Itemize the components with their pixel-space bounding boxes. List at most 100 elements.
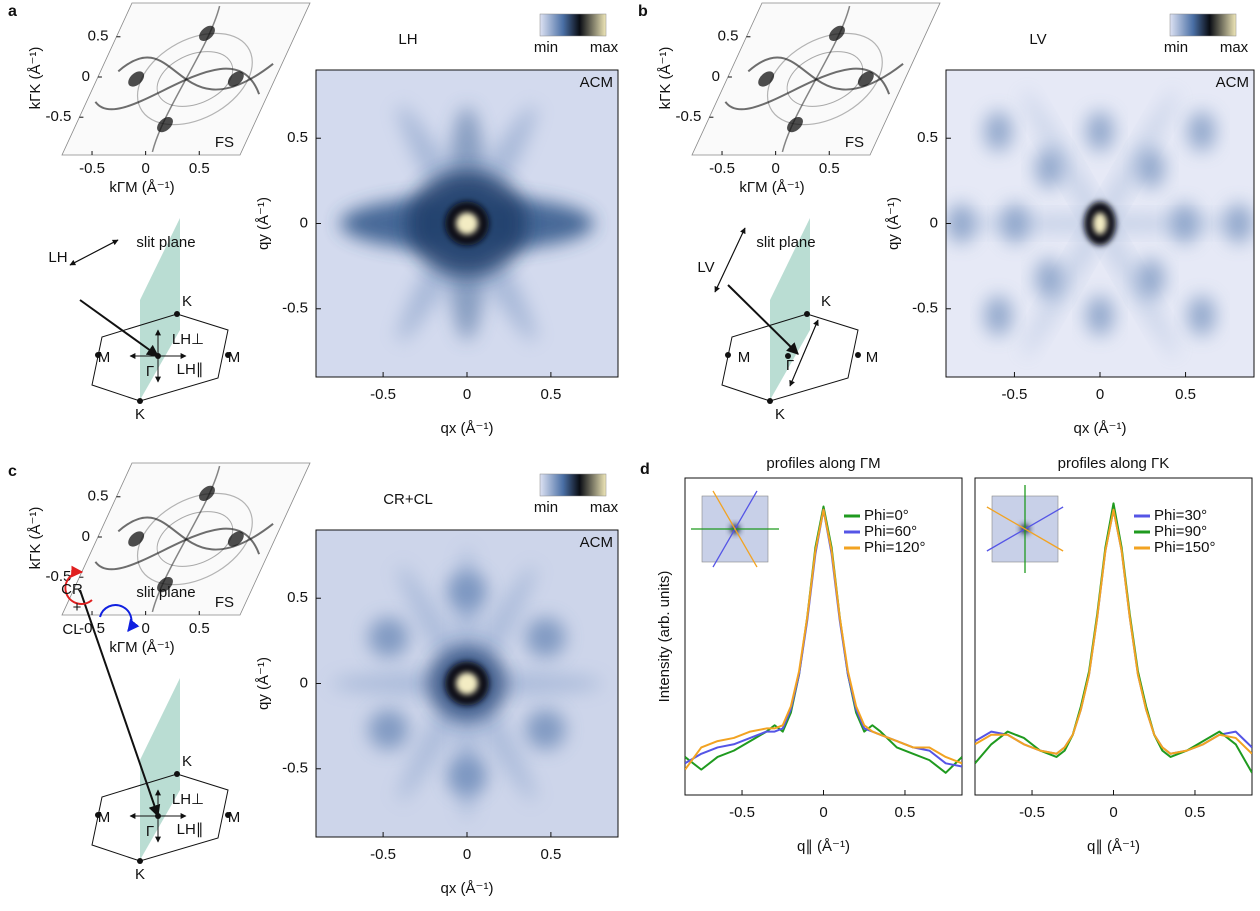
colorbar-label: max (1220, 39, 1249, 56)
diagram-label: LH (48, 249, 67, 266)
diagram-label: CR (61, 581, 83, 598)
colorbar-label: min (1164, 39, 1188, 56)
x-tick-label: -0.5 (370, 386, 396, 403)
fs-x-tick-label: 0 (141, 620, 149, 637)
fs-pocket (128, 531, 145, 547)
legend-label: Phi=150° (1154, 539, 1215, 556)
fs-contour (751, 33, 900, 124)
fs-x-label: kΓM (Å⁻¹) (109, 639, 174, 656)
y-tick-label: -0.5 (282, 760, 308, 777)
panel-letter: d (640, 461, 650, 478)
inset-cut (712, 490, 758, 568)
x-tick-label: 0.5 (540, 846, 561, 863)
x-tick-label: 0 (1096, 386, 1104, 403)
colorbar-label: max (590, 499, 619, 516)
x-tick-label: -0.5 (729, 804, 755, 821)
fs-pocket (128, 71, 145, 87)
fs-pocket (227, 71, 244, 87)
y-tick-label: 0 (300, 674, 308, 691)
series-line (685, 505, 962, 774)
x-tick-label: 0 (1109, 804, 1117, 821)
diagram-point (174, 771, 180, 777)
fs-y-tick-label: -0.5 (46, 108, 72, 125)
diagram-label: Γ (146, 363, 154, 380)
fs-x-tick-label: 0.5 (189, 160, 210, 177)
diagram-label: + (73, 599, 82, 616)
y-tick-label: 0.5 (287, 589, 308, 606)
fs-y-label: kΓK (Å⁻¹) (27, 507, 44, 570)
fs-contour (110, 517, 276, 549)
fs-y-tick-label: -0.5 (46, 568, 72, 585)
fs-contour (92, 69, 271, 110)
diagram-point (174, 311, 180, 317)
legend-label: Phi=60° (864, 523, 917, 540)
x-axis-label: qx (Å⁻¹) (1074, 420, 1127, 437)
acm-feature (368, 709, 409, 750)
fs-contour (110, 57, 276, 89)
fs-pocket (157, 116, 173, 133)
fs-contour (150, 466, 222, 612)
y-tick-label: 0 (300, 214, 308, 231)
chart-title: LH (398, 31, 417, 48)
x-tick-label: 0.5 (895, 804, 916, 821)
acm-feature (1086, 295, 1114, 336)
legend-label: Phi=120° (864, 539, 925, 556)
y-axis-label: qy (Å⁻¹) (885, 197, 902, 250)
x-axis-label: q∥ (Å⁻¹) (797, 838, 850, 855)
fs-image (72, 466, 299, 612)
x-axis-label: q∥ (Å⁻¹) (1087, 838, 1140, 855)
x-tick-label: 0 (463, 386, 471, 403)
diagram-label: slit plane (756, 234, 815, 251)
diagram-point (95, 352, 101, 358)
fs-contour (121, 493, 270, 584)
diagram-line (69, 239, 119, 266)
fs-pocket (758, 71, 775, 87)
diagram-label: K (182, 753, 192, 770)
diagram-line (714, 227, 746, 293)
fs-pocket (857, 71, 874, 87)
inset-cut (986, 506, 1064, 552)
x-tick-label: 0 (463, 846, 471, 863)
fs-corner-label: FS (845, 134, 864, 151)
diagram-label: LH∥ (177, 821, 204, 838)
colorbar-label: min (534, 39, 558, 56)
colorbar (539, 13, 607, 37)
chart-title: profiles along ΓM (766, 455, 880, 472)
fs-x-tick-label: 0 (771, 160, 779, 177)
fs-pocket (199, 25, 215, 41)
x-axis-label: qx (Å⁻¹) (441, 880, 494, 897)
acm-feature (525, 617, 566, 658)
diagram-label: LH⊥ (172, 791, 204, 808)
fs-y-label: kΓK (Å⁻¹) (657, 47, 674, 110)
fs-y-tick-label: 0.5 (88, 28, 109, 45)
diagram-point (225, 352, 231, 358)
diagram-line (79, 299, 159, 357)
diagram-label: LV (697, 259, 714, 276)
acm-feature (1086, 111, 1114, 152)
diagram-label: M (738, 349, 751, 366)
diagram-label: CL (62, 621, 81, 638)
series-line (975, 508, 1252, 755)
diagram-label: LH⊥ (172, 331, 204, 348)
fs-pocket (227, 531, 244, 547)
fs-x-label: kΓM (Å⁻¹) (739, 179, 804, 196)
diagram-label: slit plane (136, 234, 195, 251)
fs-y-tick-label: -0.5 (676, 108, 702, 125)
fs-x-tick-label: -0.5 (709, 160, 735, 177)
fs-pocket (199, 485, 215, 501)
fs-contour (121, 33, 270, 124)
legend-label: Phi=0° (864, 507, 909, 524)
acm-feature (1187, 295, 1216, 336)
chart-title: CR+CL (383, 491, 433, 508)
diagram-point (137, 398, 143, 404)
diagram-label: Γ (786, 357, 794, 374)
colorbar (539, 473, 607, 497)
acm-center (1093, 212, 1107, 235)
fs-y-tick-label: 0.5 (88, 488, 109, 505)
diagram-label: M (866, 349, 879, 366)
slit-plane (770, 218, 810, 400)
x-tick-label: -0.5 (1019, 804, 1045, 821)
colorbar-label: min (534, 499, 558, 516)
diagram-label: LH∥ (177, 361, 204, 378)
